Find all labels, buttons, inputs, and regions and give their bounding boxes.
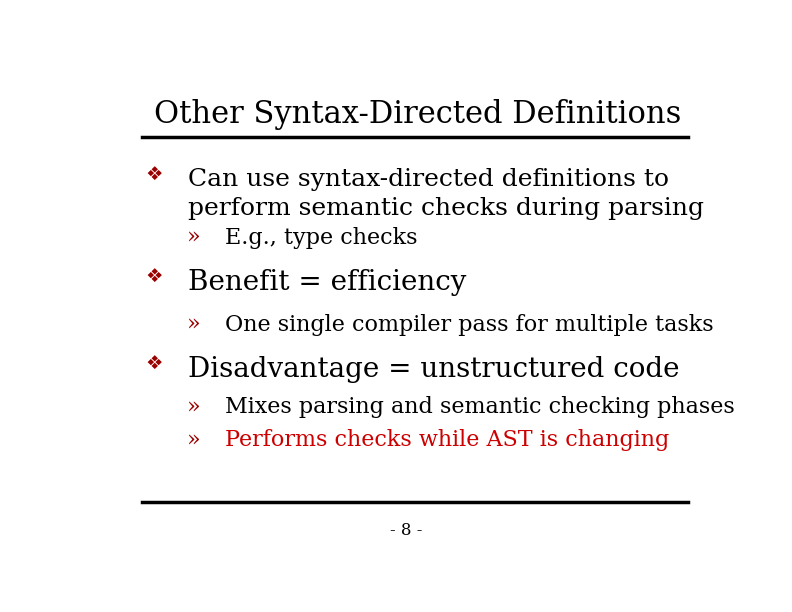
Text: Benefit = efficiency: Benefit = efficiency bbox=[188, 269, 466, 296]
Text: Can use syntax-directed definitions to
perform semantic checks during parsing: Can use syntax-directed definitions to p… bbox=[188, 168, 704, 220]
Text: »: » bbox=[188, 226, 201, 248]
Text: »: » bbox=[188, 396, 201, 418]
Text: Performs checks while AST is changing: Performs checks while AST is changing bbox=[225, 429, 669, 451]
Text: ❖: ❖ bbox=[146, 165, 163, 184]
Text: E.g., type checks: E.g., type checks bbox=[225, 226, 417, 248]
Text: - 8 -: - 8 - bbox=[390, 522, 422, 539]
Text: Disadvantage = unstructured code: Disadvantage = unstructured code bbox=[188, 356, 680, 383]
Text: »: » bbox=[188, 429, 201, 451]
Text: ❖: ❖ bbox=[146, 267, 163, 286]
Text: ❖: ❖ bbox=[146, 354, 163, 373]
Text: »: » bbox=[188, 314, 201, 336]
Text: Mixes parsing and semantic checking phases: Mixes parsing and semantic checking phas… bbox=[225, 396, 734, 418]
Text: Other Syntax-Directed Definitions: Other Syntax-Directed Definitions bbox=[154, 99, 682, 130]
Text: One single compiler pass for multiple tasks: One single compiler pass for multiple ta… bbox=[225, 314, 714, 336]
